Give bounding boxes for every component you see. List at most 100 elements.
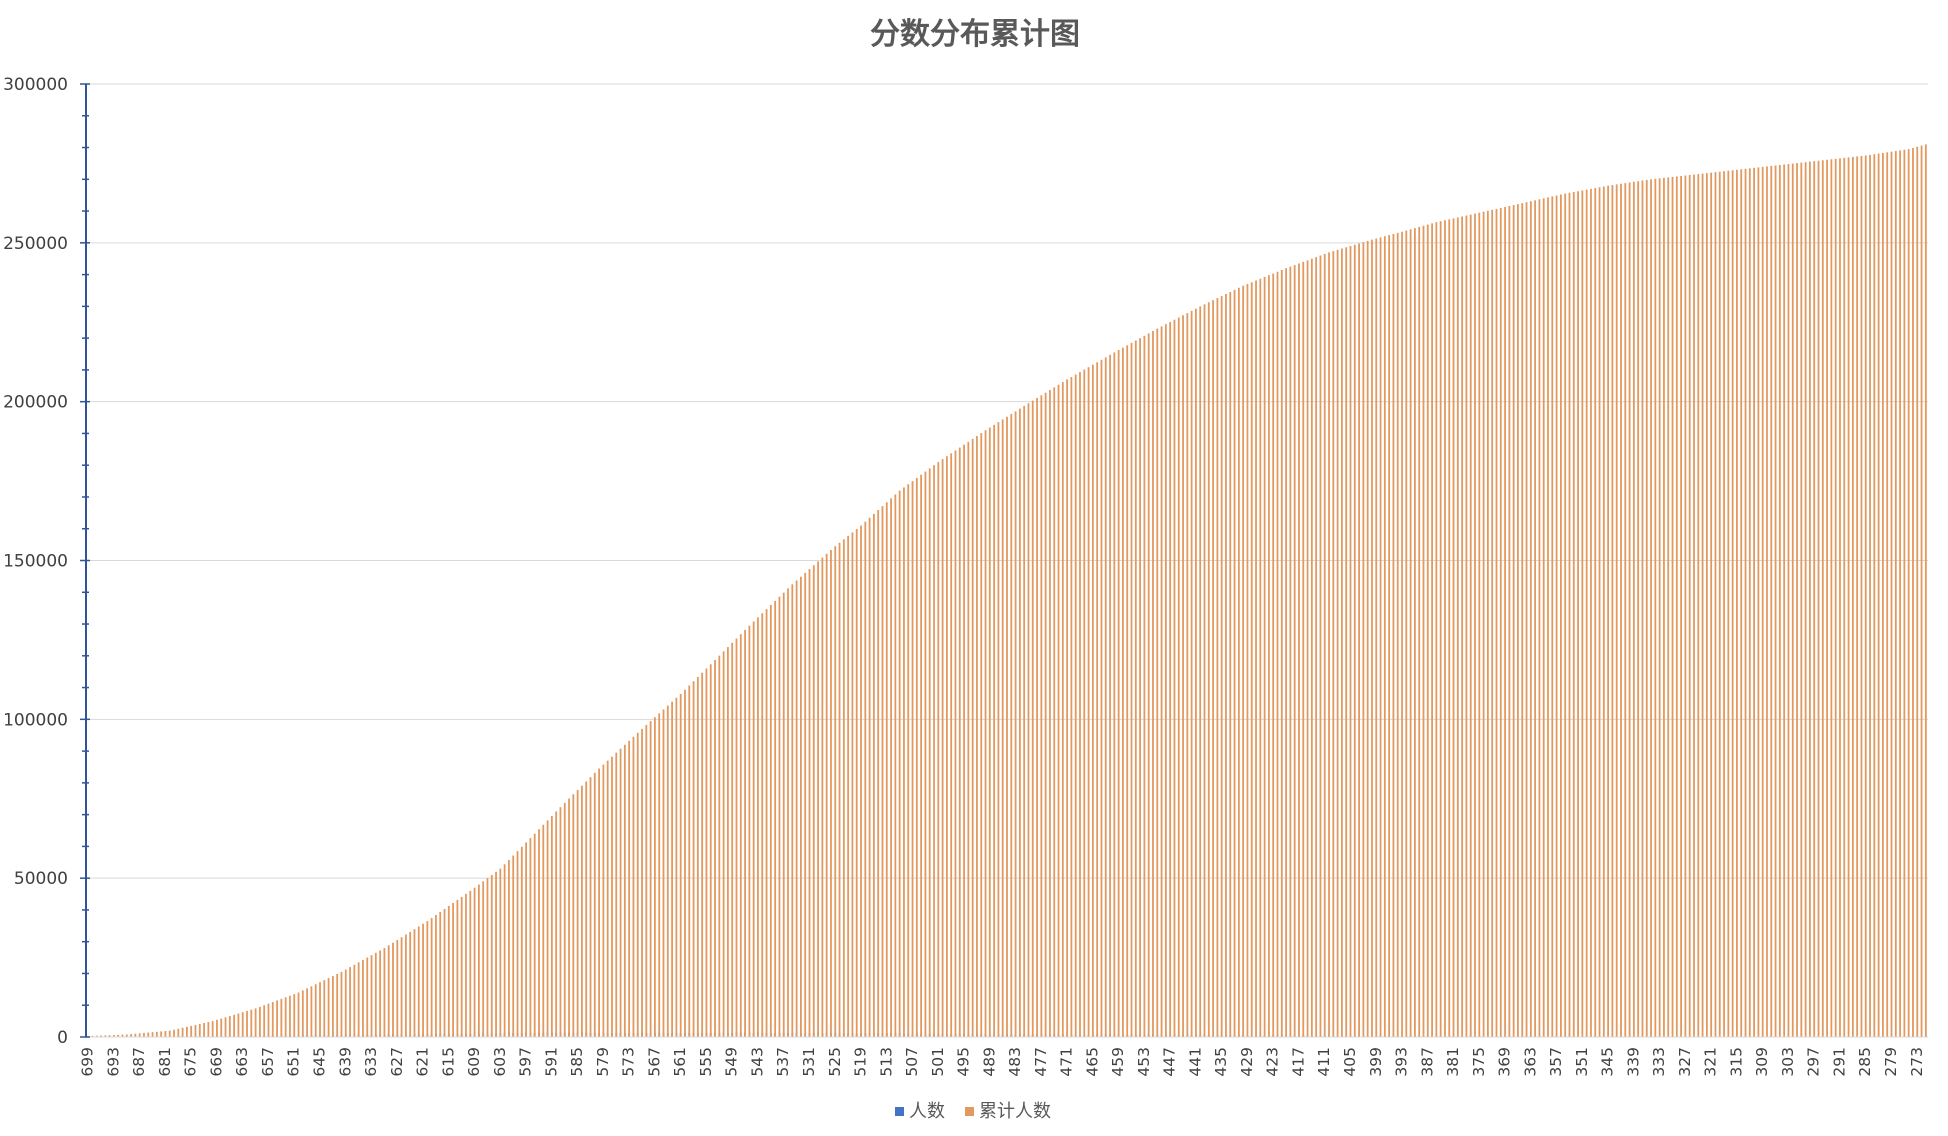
cumulative-bar xyxy=(1083,370,1085,1037)
cumulative-bar xyxy=(985,430,987,1037)
cumulative-bar xyxy=(1749,168,1751,1037)
cumulative-bar xyxy=(1028,403,1030,1037)
cumulative-bar xyxy=(272,1002,274,1037)
cumulative-bar xyxy=(1715,172,1717,1037)
x-tick-label: 579 xyxy=(594,1047,612,1077)
cumulative-bar xyxy=(1345,247,1347,1037)
cumulative-bar xyxy=(585,781,587,1037)
x-tick-label: 627 xyxy=(388,1047,406,1077)
cumulative-bar xyxy=(1435,222,1437,1037)
cumulative-bar xyxy=(950,453,952,1037)
cumulative-bar xyxy=(933,465,935,1037)
y-tick-label: 100000 xyxy=(3,710,68,730)
cumulative-bar xyxy=(1075,375,1077,1037)
cumulative-bar xyxy=(263,1005,265,1037)
x-tick-label: 597 xyxy=(517,1047,535,1077)
cumulative-bar xyxy=(1581,190,1583,1037)
cumulative-bar xyxy=(1637,181,1639,1037)
cumulative-bar xyxy=(156,1032,158,1037)
cumulative-bar xyxy=(1483,212,1485,1037)
cumulative-bar xyxy=(1131,343,1133,1037)
cumulative-bar xyxy=(1508,206,1510,1037)
x-tick-label: 369 xyxy=(1496,1047,1514,1077)
cumulative-bar xyxy=(1517,204,1519,1037)
cumulative-bar xyxy=(426,921,428,1037)
cumulative-bar xyxy=(220,1019,222,1037)
cumulative-bar xyxy=(203,1023,205,1037)
cumulative-bar xyxy=(1019,409,1021,1037)
cumulative-bar xyxy=(671,702,673,1037)
cumulative-bar xyxy=(628,741,630,1037)
x-tick-label: 525 xyxy=(826,1047,844,1077)
cumulative-bar xyxy=(1912,148,1914,1037)
cumulative-bar xyxy=(1191,311,1193,1037)
cumulative-bar xyxy=(740,634,742,1037)
cumulative-bar xyxy=(937,462,939,1037)
cumulative-bar xyxy=(1105,357,1107,1037)
cumulative-bar xyxy=(1783,165,1785,1037)
x-tick-label: 285 xyxy=(1856,1047,1874,1077)
cumulative-bar xyxy=(1564,194,1566,1037)
x-tick-label: 429 xyxy=(1238,1047,1256,1077)
x-tick-label: 675 xyxy=(182,1047,200,1077)
cumulative-bar xyxy=(761,613,763,1037)
cumulative-bar xyxy=(366,958,368,1037)
x-tick-label: 609 xyxy=(465,1047,483,1077)
x-tick-label: 357 xyxy=(1547,1047,1565,1077)
cumulative-bar xyxy=(388,945,390,1037)
cumulative-bar xyxy=(1234,290,1236,1037)
cumulative-bar xyxy=(1633,182,1635,1037)
cumulative-bar xyxy=(697,677,699,1037)
cumulative-bar xyxy=(620,749,622,1037)
cumulative-bar xyxy=(1053,387,1055,1037)
cumulative-bar xyxy=(718,656,720,1037)
cumulative-bar xyxy=(1062,382,1064,1037)
cumulative-bar xyxy=(1174,320,1176,1037)
cumulative-bar xyxy=(396,940,398,1037)
cumulative-bar xyxy=(1466,216,1468,1037)
cumulative-bar xyxy=(1182,315,1184,1037)
cumulative-bar xyxy=(1071,377,1073,1037)
cumulative-bar xyxy=(225,1017,227,1037)
cumulative-bar xyxy=(1693,175,1695,1037)
cumulative-bar xyxy=(1152,331,1154,1037)
cumulative-bar xyxy=(246,1011,248,1037)
cumulative-bar xyxy=(1599,187,1601,1037)
x-tick-label: 441 xyxy=(1186,1047,1204,1077)
cumulative-bar xyxy=(1861,156,1863,1037)
x-tick-label: 351 xyxy=(1573,1047,1591,1077)
cumulative-bar xyxy=(1285,268,1287,1037)
x-tick-label: 567 xyxy=(645,1047,663,1077)
x-tick-label: 471 xyxy=(1058,1047,1076,1077)
cumulative-bar xyxy=(1393,234,1395,1037)
cumulative-bar xyxy=(1380,237,1382,1037)
cumulative-bar xyxy=(804,573,806,1037)
x-tick-label: 507 xyxy=(903,1047,921,1077)
cumulative-bar xyxy=(538,829,540,1037)
x-tick-label: 693 xyxy=(104,1047,122,1077)
cumulative-bar xyxy=(650,721,652,1037)
cumulative-bar xyxy=(1646,180,1648,1037)
x-tick-label: 645 xyxy=(311,1047,329,1077)
cumulative-bar xyxy=(714,660,716,1037)
x-tick-label: 519 xyxy=(852,1047,870,1077)
cumulative-bar xyxy=(959,448,961,1037)
cumulative-bar xyxy=(457,900,459,1037)
cumulative-bar xyxy=(946,456,948,1037)
cumulative-bar xyxy=(1869,155,1871,1037)
cumulative-bar xyxy=(1560,195,1562,1037)
cumulative-bar xyxy=(306,988,308,1037)
cumulative-bar xyxy=(1491,210,1493,1037)
cumulative-bar xyxy=(371,955,373,1037)
cumulative-bar xyxy=(998,422,1000,1037)
cumulative-bar xyxy=(461,897,463,1037)
cumulative-bar xyxy=(976,436,978,1037)
cumulative-bar xyxy=(645,725,647,1037)
x-tick-label: 543 xyxy=(748,1047,766,1077)
cumulative-bar xyxy=(899,491,901,1037)
cumulative-bar xyxy=(568,799,570,1037)
cumulative-bar xyxy=(809,569,811,1037)
cumulative-bar xyxy=(1049,390,1051,1037)
x-tick-label: 495 xyxy=(955,1047,973,1077)
cumulative-bar xyxy=(590,777,592,1037)
